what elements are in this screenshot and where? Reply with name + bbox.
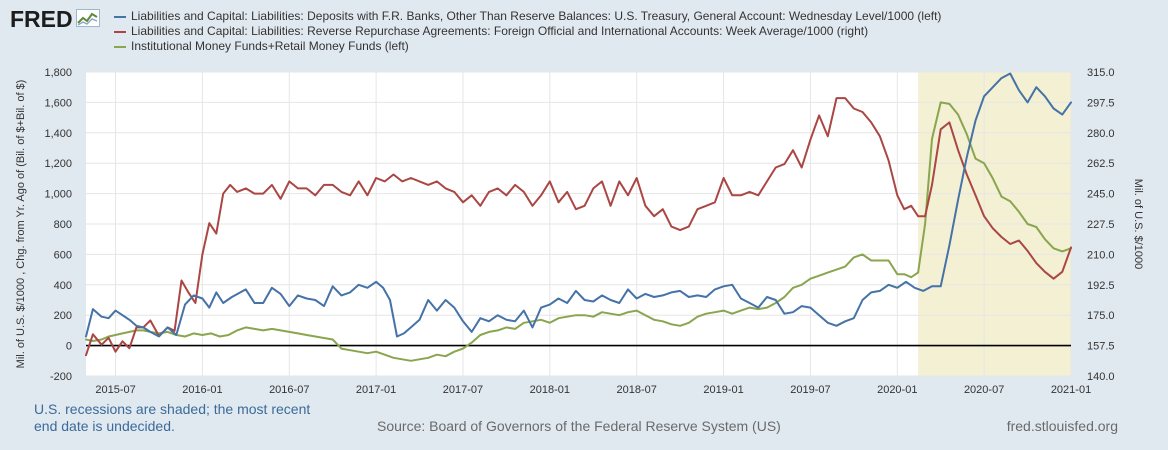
- legend-label: Liabilities and Capital: Liabilities: De…: [131, 9, 942, 23]
- y-axis-right: 140.0 157.5 175.0 192.5 210.0 227.5 245.0 262.5…: [1087, 67, 1115, 383]
- legend-item-treasury-general-account[interactable]: Liabilities and Capital: Liabilities: De…: [114, 9, 941, 24]
- y-left-tick-label: 1,400: [44, 128, 72, 140]
- legend-swatch-red: [114, 30, 126, 33]
- y-right-tick-label: 280.0: [1087, 128, 1115, 140]
- x-tick-label: 2019-07: [790, 384, 830, 396]
- fred-logo[interactable]: FRED: [10, 6, 100, 33]
- y-right-tick-label: 297.5: [1087, 97, 1115, 109]
- x-tick-label: 2021-01: [1051, 384, 1091, 396]
- x-tick-label: 2016-07: [269, 384, 309, 396]
- y-left-tick-label: 800: [54, 219, 72, 231]
- y-axis-left-title: Mil. of U.S. $/1000 , Chg. from Yr. Ago …: [15, 80, 27, 369]
- fred-chart-icon: [75, 6, 100, 33]
- y-axis-right-title: Mil. of U.S. $/1000: [1132, 179, 1144, 270]
- y-left-tick-label: 600: [54, 249, 72, 261]
- x-axis: 2015-07 2016-01 2016-07 2017-01 2017-07 2018-…: [95, 384, 1091, 396]
- y-left-tick-label: 1,000: [44, 189, 72, 201]
- y-left-tick-label: 1,800: [44, 67, 72, 79]
- y-right-tick-label: 315.0: [1087, 67, 1115, 79]
- series-layer: [85, 72, 1072, 362]
- x-tick-label: 2016-01: [182, 384, 222, 396]
- y-axis-left: -200 0 200 400 600 800 1,000 1,200 1,400 1,600 1,8…: [44, 67, 72, 383]
- series-line-2[interactable]: [85, 101, 1072, 362]
- y-right-tick-label: 245.0: [1087, 189, 1115, 201]
- y-left-tick-label: 1,600: [44, 97, 72, 109]
- x-tick-label: 2020-07: [964, 384, 1004, 396]
- y-right-tick-label: 140.0: [1087, 371, 1115, 383]
- y-right-tick-label: 157.5: [1087, 341, 1115, 353]
- y-right-tick-label: 210.0: [1087, 249, 1115, 261]
- series-line-0[interactable]: [85, 72, 1072, 338]
- y-right-tick-label: 227.5: [1087, 219, 1115, 231]
- legend-label: Liabilities and Capital: Liabilities: Re…: [131, 24, 869, 38]
- y-right-tick-label: 192.5: [1087, 280, 1115, 292]
- y-left-tick-label: -200: [50, 371, 72, 383]
- x-tick-label: 2018-07: [617, 384, 657, 396]
- legend-swatch-green: [114, 45, 126, 48]
- y-left-tick-label: 400: [54, 280, 72, 292]
- x-tick-label: 2020-01: [877, 384, 917, 396]
- y-right-tick-label: 175.0: [1087, 310, 1115, 322]
- y-left-tick-label: 1,200: [44, 158, 72, 170]
- legend-label: Institutional Money Funds+Retail Money F…: [131, 39, 409, 53]
- recession-note: U.S. recessions are shaded; the most rec…: [34, 401, 311, 434]
- source-note: Source: Board of Governors of the Federa…: [377, 418, 781, 434]
- fred-logo-text: FRED: [10, 6, 73, 32]
- fred-url-link[interactable]: fred.stlouisfed.org: [1006, 418, 1118, 434]
- x-tick-label: 2018-01: [530, 384, 570, 396]
- legend-swatch-blue: [114, 15, 126, 18]
- x-tick-label: 2017-07: [443, 384, 483, 396]
- x-tick-label: 2017-01: [356, 384, 396, 396]
- y-left-tick-label: 200: [54, 310, 72, 322]
- x-tick-label: 2019-01: [703, 384, 743, 396]
- x-tick-label: 2015-07: [95, 384, 135, 396]
- legend-item-money-funds[interactable]: Institutional Money Funds+Retail Money F…: [114, 39, 941, 54]
- y-right-tick-label: 262.5: [1087, 158, 1115, 170]
- chart-legend: Liabilities and Capital: Liabilities: De…: [114, 9, 941, 54]
- series-line-1[interactable]: [85, 97, 1072, 357]
- y-left-tick-label: 0: [66, 341, 72, 353]
- legend-item-reverse-repo-foreign[interactable]: Liabilities and Capital: Liabilities: Re…: [114, 24, 941, 39]
